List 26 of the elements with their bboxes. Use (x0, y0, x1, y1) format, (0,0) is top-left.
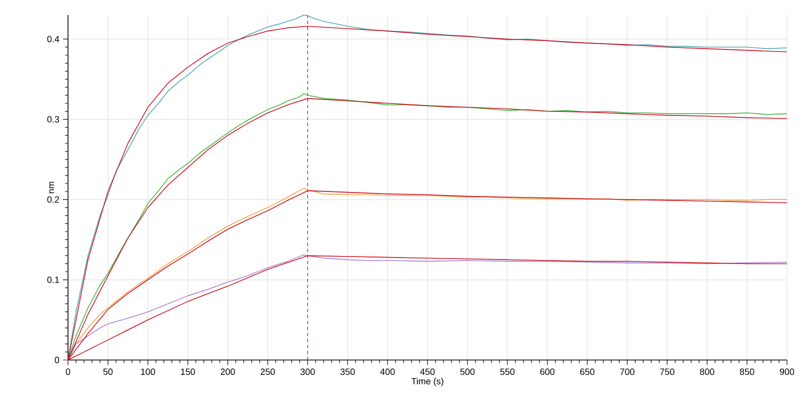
y-tick-label: 0.3 (47, 116, 60, 122)
x-tick-label: 700 (620, 368, 634, 375)
x-tick-label: 50 (103, 368, 113, 375)
x-tick-label: 850 (740, 368, 754, 375)
y-tick-label: 0.4 (47, 36, 60, 42)
x-tick-label: 0 (66, 368, 70, 375)
y-tick-label: 0.2 (47, 196, 60, 203)
x-tick-label: 800 (700, 368, 714, 375)
x-tick-label: 450 (420, 368, 435, 375)
y-axis-title: nm (49, 182, 54, 194)
x-tick-label: 250 (260, 368, 275, 375)
y-tick-label: 0.1 (47, 276, 60, 283)
x-tick-label: 500 (460, 368, 475, 375)
x-axis-title: Time (s) (411, 378, 444, 386)
x-tick-label: 400 (380, 368, 395, 375)
x-tick-label: 100 (141, 368, 156, 375)
x-tick-label: 350 (340, 368, 355, 375)
x-tick-label: 200 (220, 368, 235, 375)
x-tick-label: 300 (300, 368, 315, 375)
x-tick-label: 900 (780, 368, 794, 375)
x-tick-label: 150 (181, 368, 195, 375)
x-tick-label: 750 (660, 368, 674, 375)
x-tick-label: 600 (540, 368, 554, 375)
x-tick-label: 650 (580, 368, 594, 375)
y-tick-label: 0 (54, 356, 60, 364)
x-tick-label: 550 (500, 368, 515, 375)
